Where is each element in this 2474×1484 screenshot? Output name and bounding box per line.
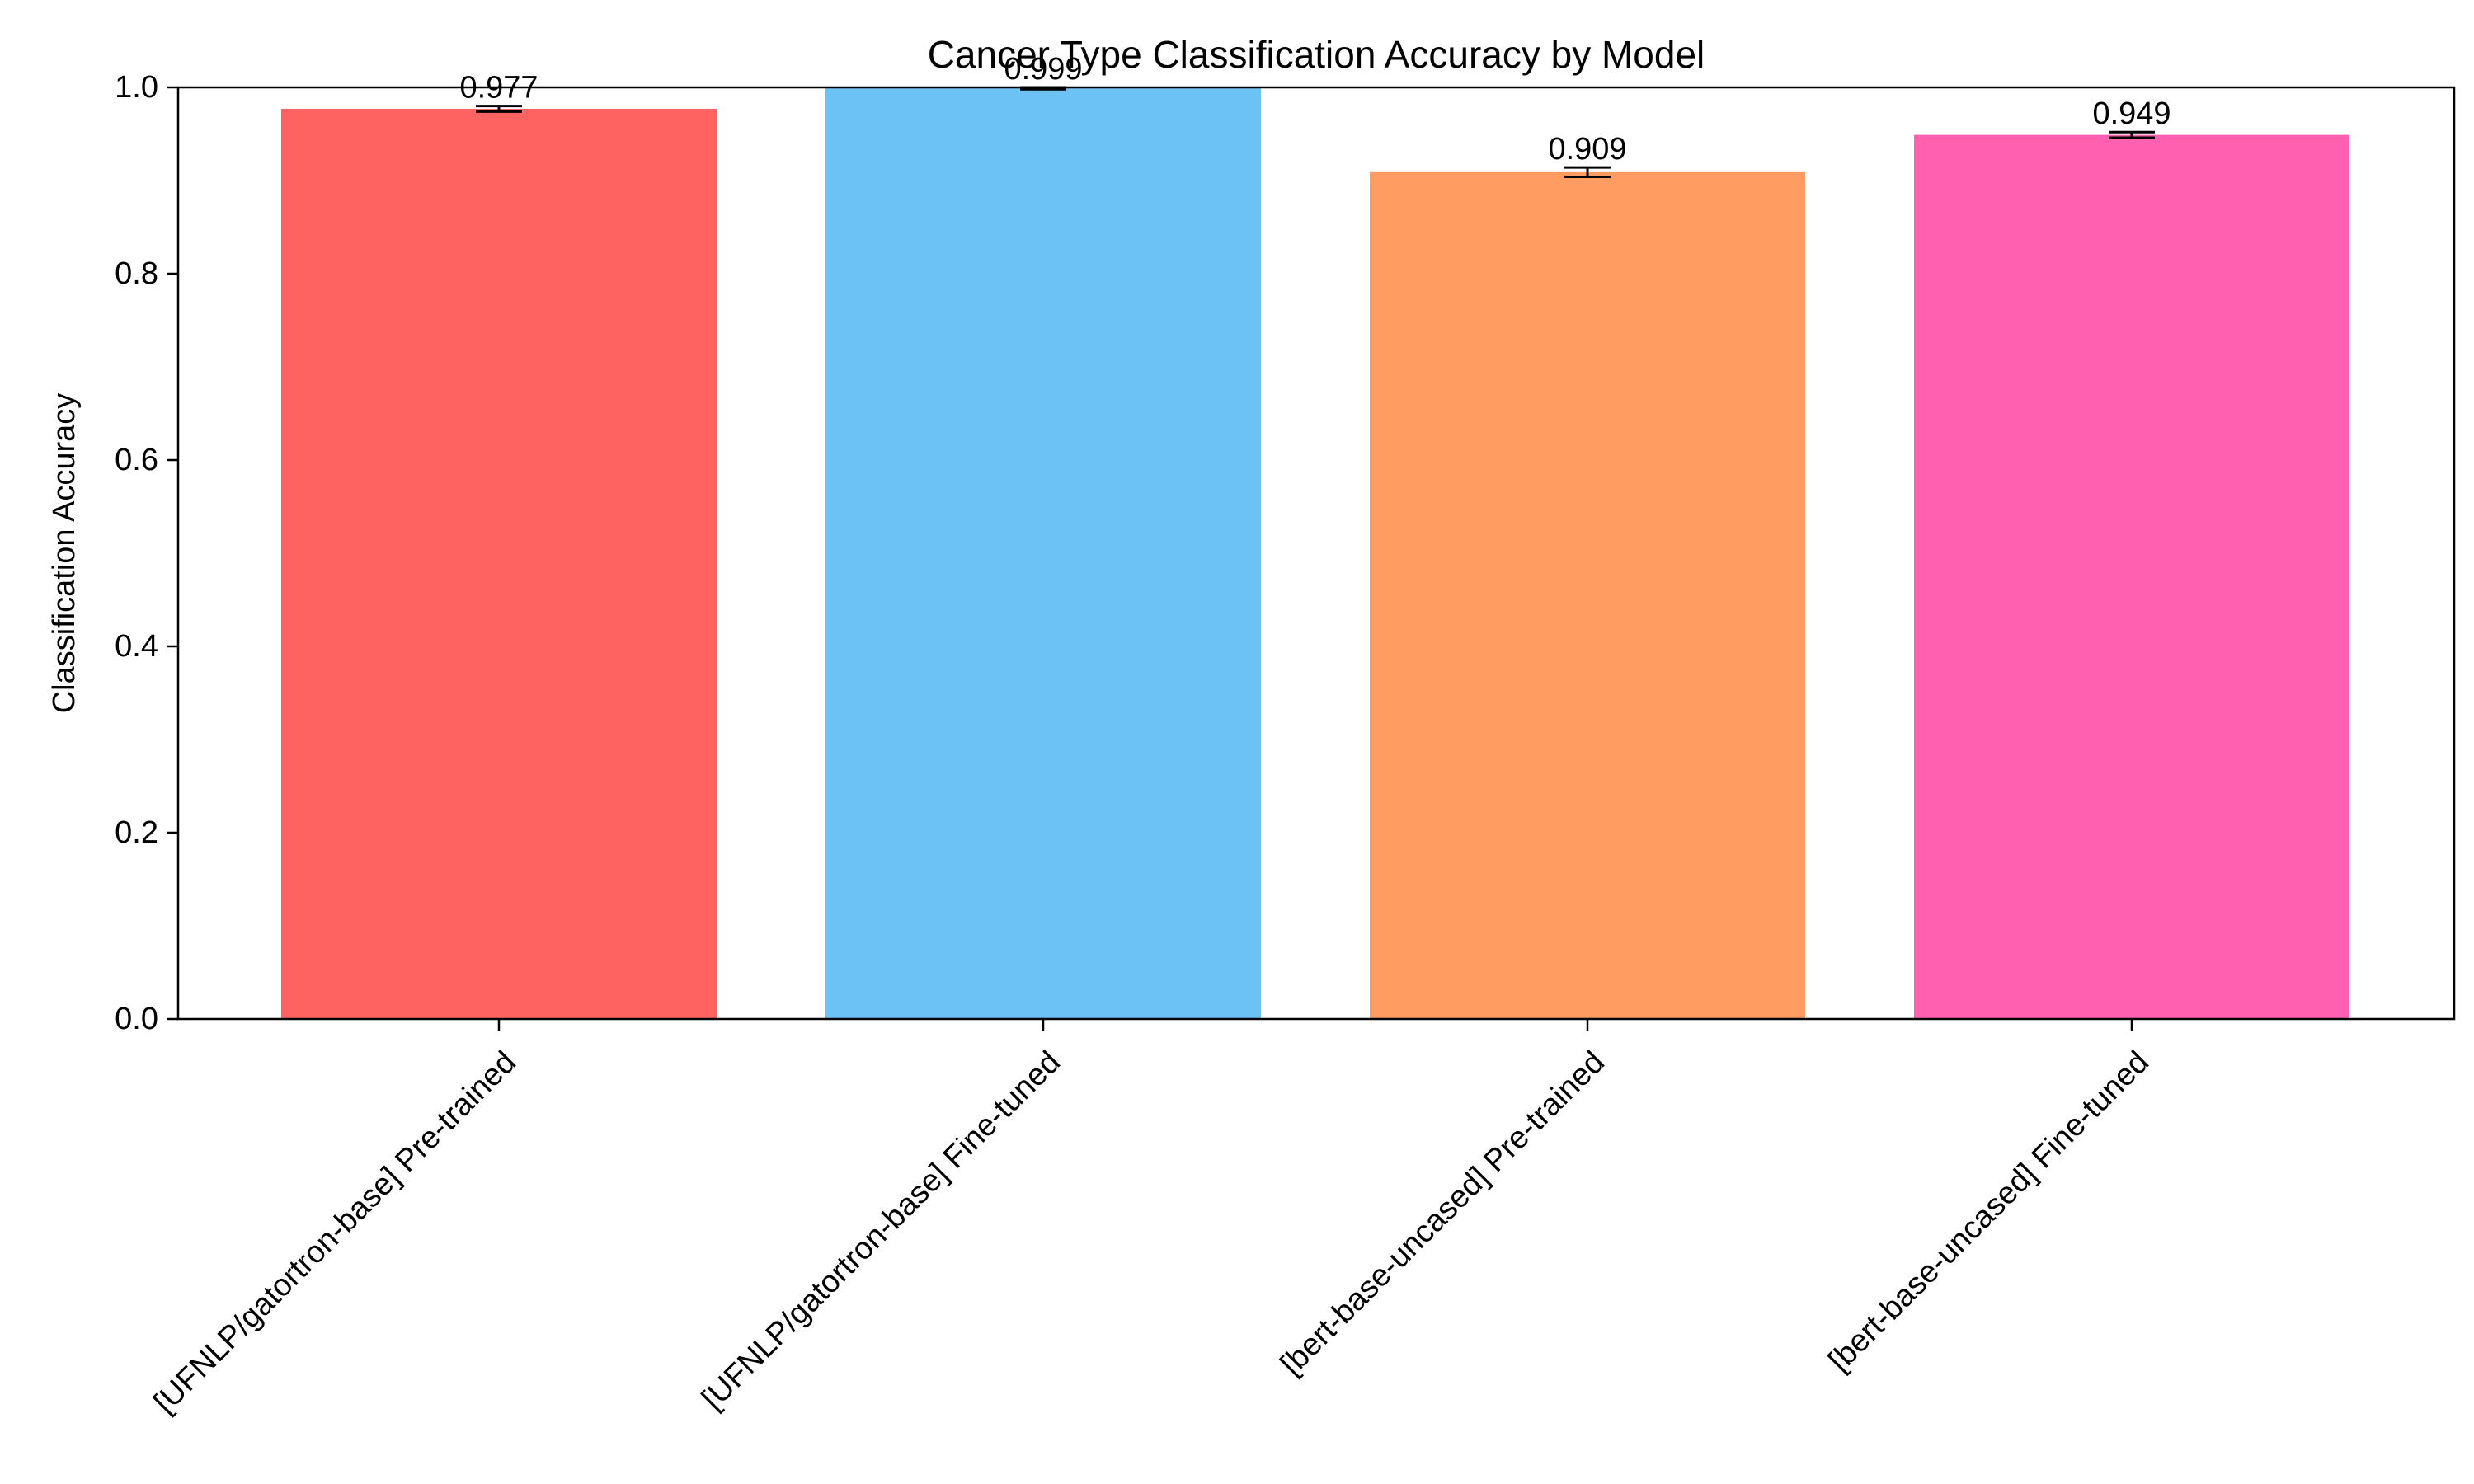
data-label: 0.909 (1548, 132, 1626, 167)
chart-title: Cancer Type Classification Accuracy by M… (928, 33, 1705, 76)
data-label: 0.977 (459, 71, 538, 106)
y-tick-label: 0.2 (115, 815, 158, 850)
y-tick-label: 0.0 (115, 1002, 158, 1036)
bar (281, 108, 717, 1020)
y-tick-label: 0.6 (115, 443, 158, 477)
bar (825, 88, 1261, 1019)
bar (1914, 134, 2349, 1019)
plot-frame (176, 86, 2456, 1021)
data-label: 0.999 (1004, 52, 1082, 87)
data-label: 0.949 (2092, 96, 2171, 131)
y-tick-label: 0.4 (115, 629, 158, 664)
y-tick-label: 1.0 (115, 70, 158, 105)
bar (1370, 171, 1805, 1020)
y-tick-label: 0.8 (115, 256, 158, 291)
y-axis-title: Classification Accuracy (47, 393, 82, 714)
bars-layer (281, 88, 2349, 1020)
axes-layer (167, 86, 2456, 1031)
errorbars-layer (476, 86, 2155, 178)
